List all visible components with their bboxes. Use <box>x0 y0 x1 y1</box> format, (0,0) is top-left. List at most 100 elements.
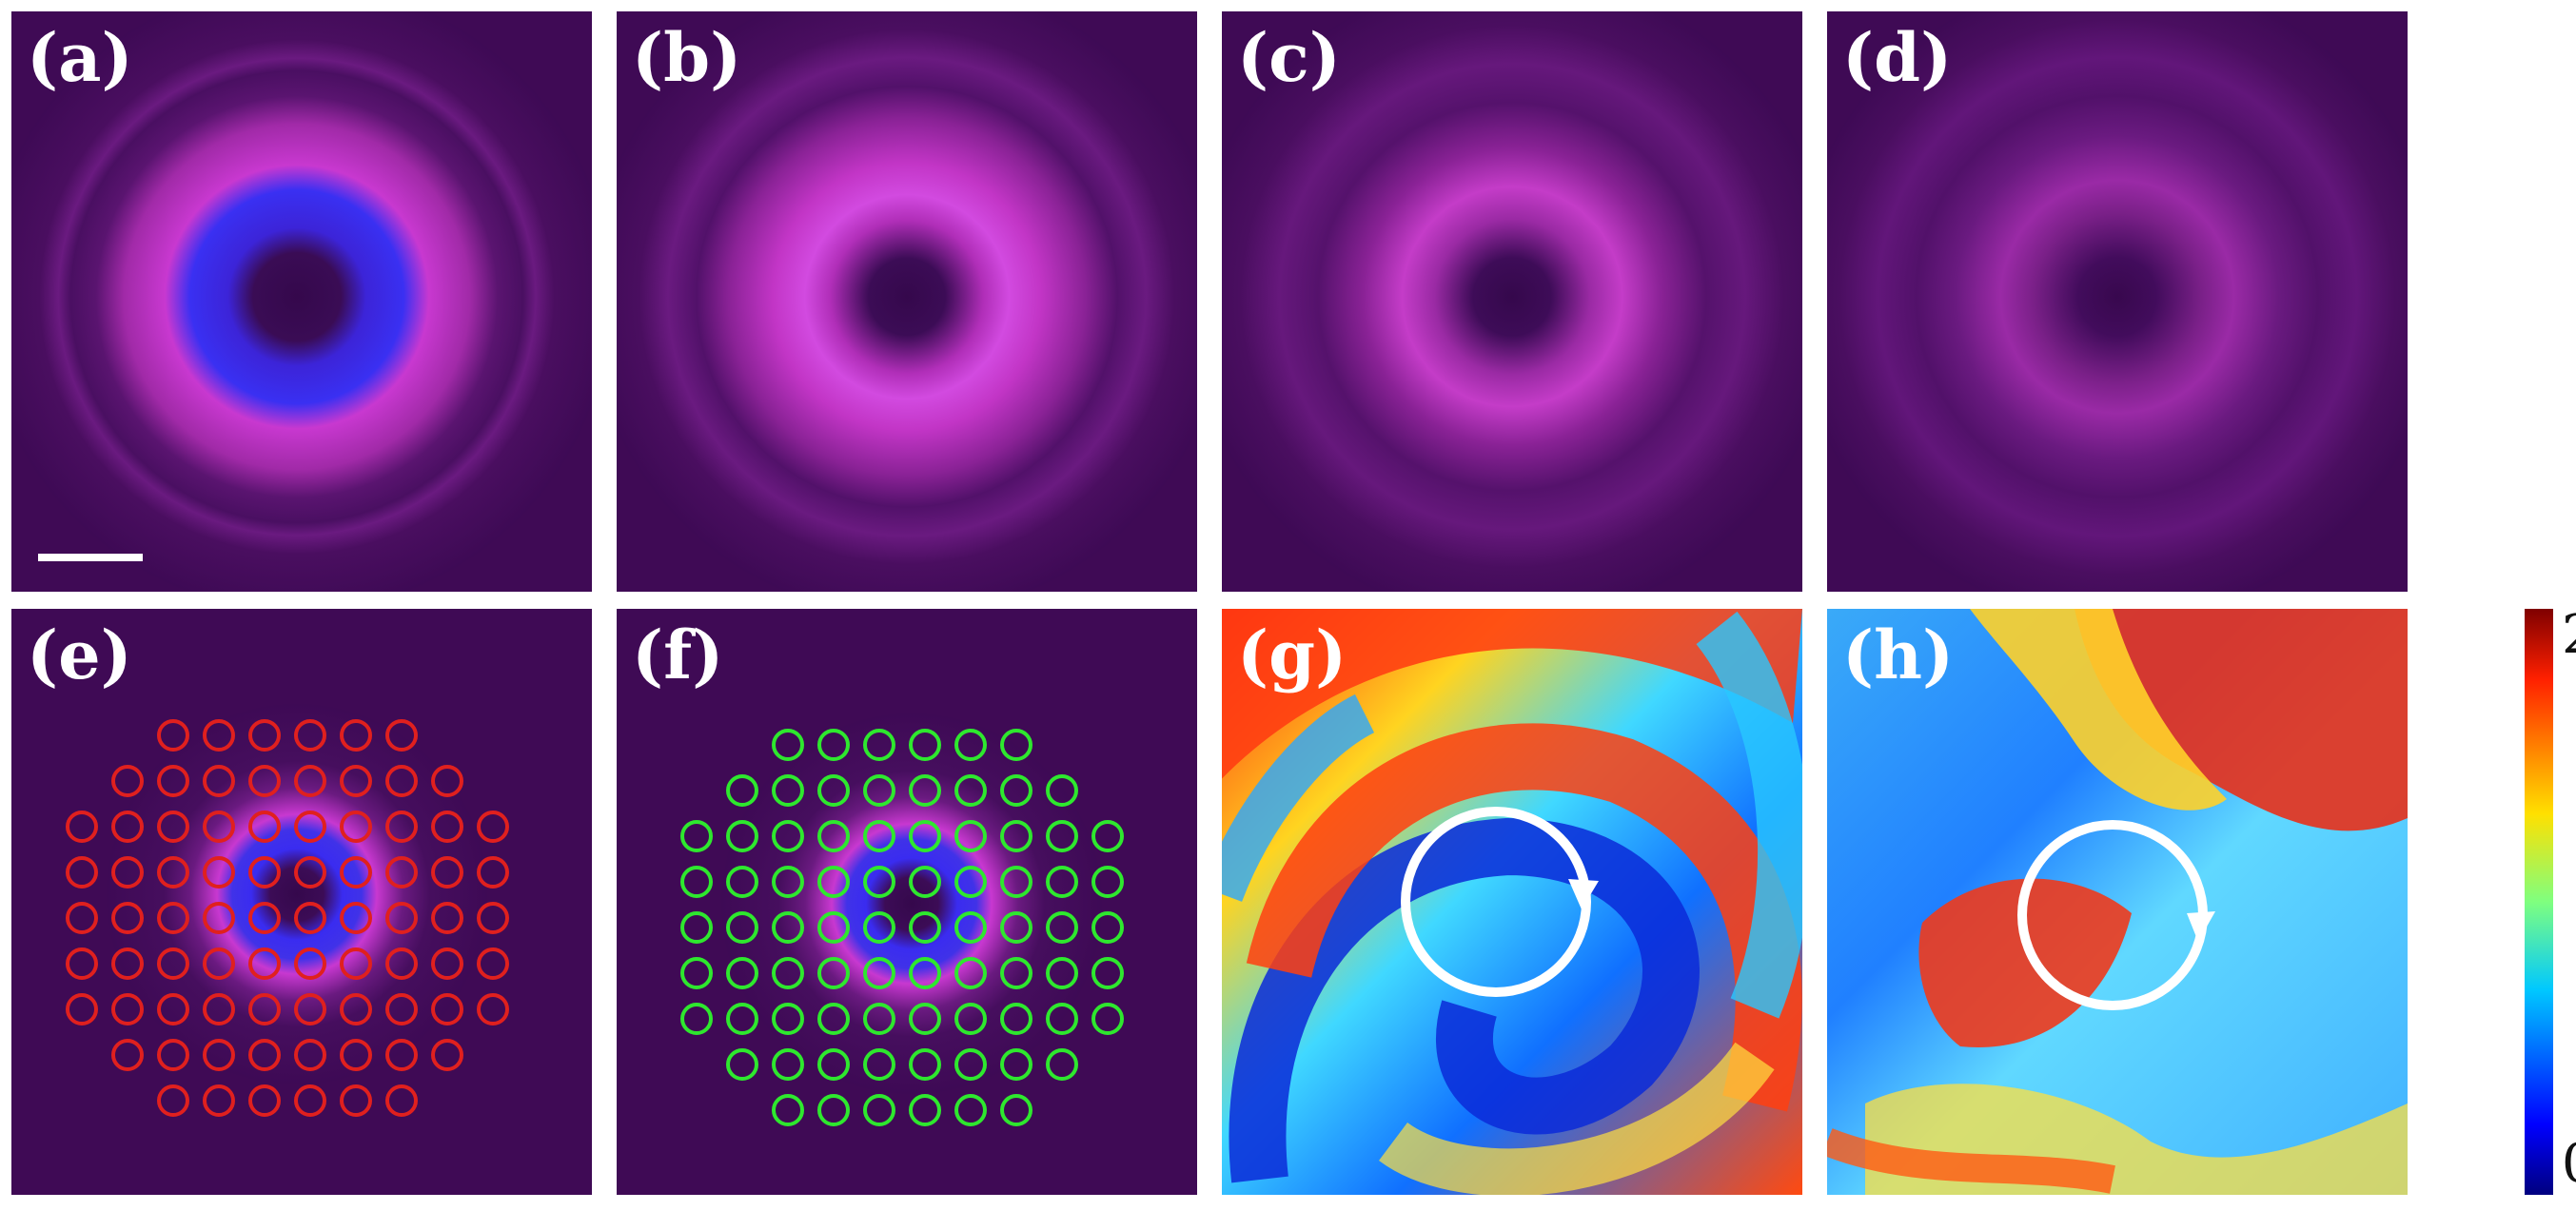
mask-aperture <box>294 811 326 843</box>
mask-aperture <box>66 902 98 934</box>
mask-aperture <box>294 1039 326 1071</box>
mask-aperture <box>157 1039 189 1071</box>
mask-aperture <box>111 811 144 843</box>
panel-e-mask: (e) <box>11 609 592 1195</box>
mask-aperture <box>340 765 372 797</box>
panel-d-intensity: (d) <box>1827 11 2408 592</box>
mask-aperture <box>954 957 987 989</box>
mask-aperture <box>203 1084 235 1117</box>
mask-aperture <box>248 947 281 980</box>
panel-c-intensity: (c) <box>1222 11 1802 592</box>
mask-aperture <box>340 1039 372 1071</box>
panel-label-d: (d) <box>1842 18 1953 97</box>
mask-aperture <box>294 993 326 1025</box>
mask-aperture <box>157 765 189 797</box>
mask-aperture <box>772 911 804 944</box>
mask-aperture <box>863 1048 895 1081</box>
intensity-image <box>11 11 592 592</box>
mask-aperture <box>1000 866 1032 898</box>
mask-aperture <box>909 729 941 761</box>
mask-aperture <box>772 820 804 852</box>
mask-aperture <box>66 856 98 889</box>
panel-g-phase: (g) <box>1222 609 1802 1195</box>
mask-aperture <box>203 993 235 1025</box>
mask-aperture <box>385 765 418 797</box>
mask-aperture <box>1046 957 1078 989</box>
mask-aperture <box>385 856 418 889</box>
panel-label-e: (e) <box>27 615 132 694</box>
mask-aperture <box>203 811 235 843</box>
mask-aperture <box>1091 1003 1124 1035</box>
mask-aperture <box>203 765 235 797</box>
mask-aperture <box>954 1048 987 1081</box>
mask-aperture <box>1046 1048 1078 1081</box>
mask-aperture <box>340 993 372 1025</box>
mask-aperture <box>772 1094 804 1126</box>
mask-aperture <box>111 1039 144 1071</box>
mask-aperture <box>954 729 987 761</box>
intensity-image <box>1222 11 1802 592</box>
mask-aperture <box>248 902 281 934</box>
mask-aperture <box>385 1039 418 1071</box>
mask-aperture <box>954 820 987 852</box>
mask-aperture <box>1091 911 1124 944</box>
mask-aperture <box>340 902 372 934</box>
mask-aperture <box>680 866 713 898</box>
mask-aperture <box>1046 820 1078 852</box>
mask-aperture <box>772 1048 804 1081</box>
mask-aperture <box>340 811 372 843</box>
panel-f-mask: (f) <box>617 609 1197 1195</box>
mask-aperture <box>66 947 98 980</box>
panel-label-a: (a) <box>27 18 133 97</box>
mask-aperture <box>817 1003 850 1035</box>
panel-b-intensity: (b) <box>617 11 1197 592</box>
mask-aperture <box>203 947 235 980</box>
mask-aperture <box>385 993 418 1025</box>
mask-aperture <box>772 1003 804 1035</box>
mask-aperture <box>772 866 804 898</box>
mask-aperture <box>248 993 281 1025</box>
mask-aperture <box>954 774 987 807</box>
intensity-image <box>617 609 1197 1195</box>
panel-h-phase: (h) <box>1827 609 2408 1195</box>
mask-aperture <box>817 1048 850 1081</box>
mask-aperture <box>772 729 804 761</box>
mask-aperture <box>431 765 463 797</box>
mask-aperture <box>1000 1003 1032 1035</box>
mask-aperture <box>157 993 189 1025</box>
mask-aperture <box>203 856 235 889</box>
vortex-circle <box>1401 807 1591 997</box>
mask-aperture <box>294 856 326 889</box>
intensity-image <box>11 609 592 1195</box>
mask-aperture <box>157 1084 189 1117</box>
mask-aperture <box>1046 866 1078 898</box>
mask-aperture <box>1000 820 1032 852</box>
mask-aperture <box>909 911 941 944</box>
mask-aperture <box>909 1003 941 1035</box>
mask-aperture <box>111 765 144 797</box>
panel-a-intensity: (a) <box>11 11 592 592</box>
mask-aperture <box>294 947 326 980</box>
mask-aperture <box>954 1094 987 1126</box>
mask-aperture <box>726 957 758 989</box>
phase-colorbar <box>2525 609 2553 1195</box>
mask-aperture <box>863 866 895 898</box>
mask-aperture <box>248 719 281 752</box>
mask-aperture <box>157 719 189 752</box>
mask-aperture <box>726 1003 758 1035</box>
mask-aperture <box>909 1094 941 1126</box>
phase-map <box>1827 609 2408 1195</box>
mask-aperture <box>817 866 850 898</box>
mask-aperture <box>726 866 758 898</box>
mask-aperture <box>294 765 326 797</box>
mask-aperture <box>954 1003 987 1035</box>
mask-aperture <box>385 947 418 980</box>
mask-aperture <box>680 1003 713 1035</box>
panel-label-f: (f) <box>632 615 724 694</box>
mask-aperture <box>909 957 941 989</box>
mask-aperture <box>248 1039 281 1071</box>
phase-map <box>1222 609 1802 1195</box>
mask-aperture <box>431 993 463 1025</box>
mask-aperture <box>431 856 463 889</box>
mask-aperture <box>203 719 235 752</box>
